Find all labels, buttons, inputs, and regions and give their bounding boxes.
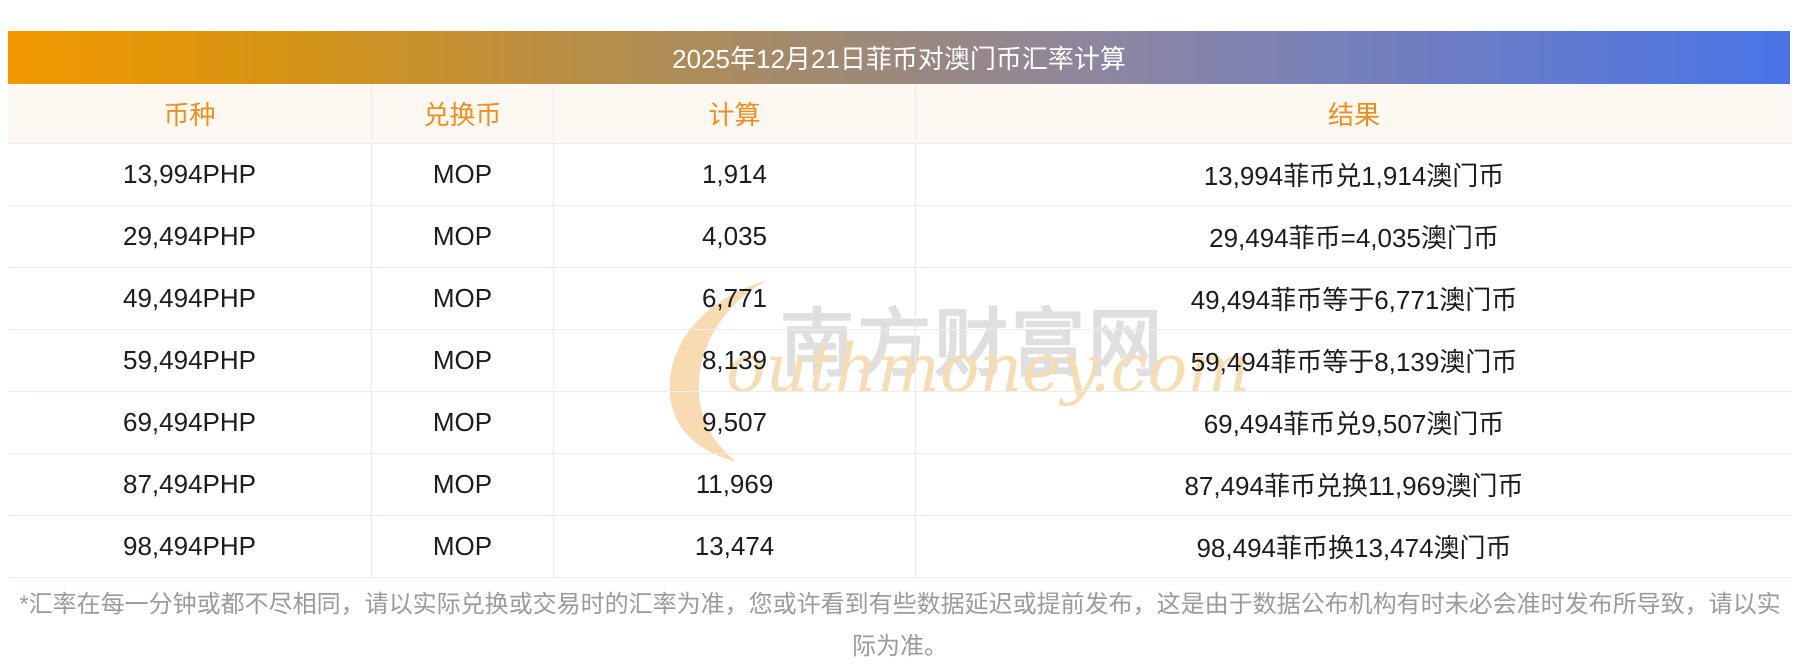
- cell-currency: 29,494PHP: [8, 206, 372, 268]
- table-header-row: 币种 兑换币 计算 结果: [8, 84, 1792, 144]
- table-row: 13,994PHP MOP 1,914 13,994菲币兑1,914澳门币: [8, 144, 1792, 206]
- table-body: 13,994PHP MOP 1,914 13,994菲币兑1,914澳门币 29…: [8, 144, 1792, 578]
- cell-result: 29,494菲币=4,035澳门币: [916, 206, 1792, 268]
- cell-calc: 1,914: [554, 144, 916, 206]
- title-bar: 2025年12月21日菲币对澳门币汇率计算: [8, 31, 1790, 84]
- exchange-rate-table: 币种 兑换币 计算 结果 13,994PHP MOP 1,914 13,994菲…: [8, 84, 1792, 578]
- cell-calc: 4,035: [554, 206, 916, 268]
- table-row: 29,494PHP MOP 4,035 29,494菲币=4,035澳门币: [8, 206, 1792, 268]
- cell-currency: 49,494PHP: [8, 268, 372, 330]
- cell-calc: 13,474: [554, 516, 916, 578]
- cell-result: 49,494菲币等于6,771澳门币: [916, 268, 1792, 330]
- cell-result: 98,494菲币换13,474澳门币: [916, 516, 1792, 578]
- header-cell-exchange: 兑换币: [372, 84, 554, 144]
- table-row: 49,494PHP MOP 6,771 49,494菲币等于6,771澳门币: [8, 268, 1792, 330]
- table-row: 98,494PHP MOP 13,474 98,494菲币换13,474澳门币: [8, 516, 1792, 578]
- cell-result: 69,494菲币兑9,507澳门币: [916, 392, 1792, 454]
- cell-exchange: MOP: [372, 516, 554, 578]
- table-row: 69,494PHP MOP 9,507 69,494菲币兑9,507澳门币: [8, 392, 1792, 454]
- header-cell-currency: 币种: [8, 84, 372, 144]
- cell-result: 87,494菲币兑换11,969澳门币: [916, 454, 1792, 516]
- cell-currency: 13,994PHP: [8, 144, 372, 206]
- cell-exchange: MOP: [372, 206, 554, 268]
- page-title: 2025年12月21日菲币对澳门币汇率计算: [672, 44, 1126, 74]
- cell-exchange: MOP: [372, 268, 554, 330]
- cell-calc: 11,969: [554, 454, 916, 516]
- cell-exchange: MOP: [372, 330, 554, 392]
- header-cell-result: 结果: [916, 84, 1792, 144]
- cell-currency: 59,494PHP: [8, 330, 372, 392]
- cell-exchange: MOP: [372, 144, 554, 206]
- table-row: 59,494PHP MOP 8,139 59,494菲币等于8,139澳门币: [8, 330, 1792, 392]
- cell-exchange: MOP: [372, 392, 554, 454]
- cell-calc: 8,139: [554, 330, 916, 392]
- header-cell-calculation: 计算: [554, 84, 916, 144]
- cell-currency: 87,494PHP: [8, 454, 372, 516]
- cell-currency: 69,494PHP: [8, 392, 372, 454]
- cell-calc: 9,507: [554, 392, 916, 454]
- cell-exchange: MOP: [372, 454, 554, 516]
- footer-disclaimer: *汇率在每一分钟或都不尽相同，请以实际兑换或交易时的汇率为准，您或许看到有些数据…: [19, 591, 1781, 660]
- cell-result: 59,494菲币等于8,139澳门币: [916, 330, 1792, 392]
- cell-result: 13,994菲币兑1,914澳门币: [916, 144, 1792, 206]
- cell-calc: 6,771: [554, 268, 916, 330]
- cell-currency: 98,494PHP: [8, 516, 372, 578]
- table-row: 87,494PHP MOP 11,969 87,494菲币兑换11,969澳门币: [8, 454, 1792, 516]
